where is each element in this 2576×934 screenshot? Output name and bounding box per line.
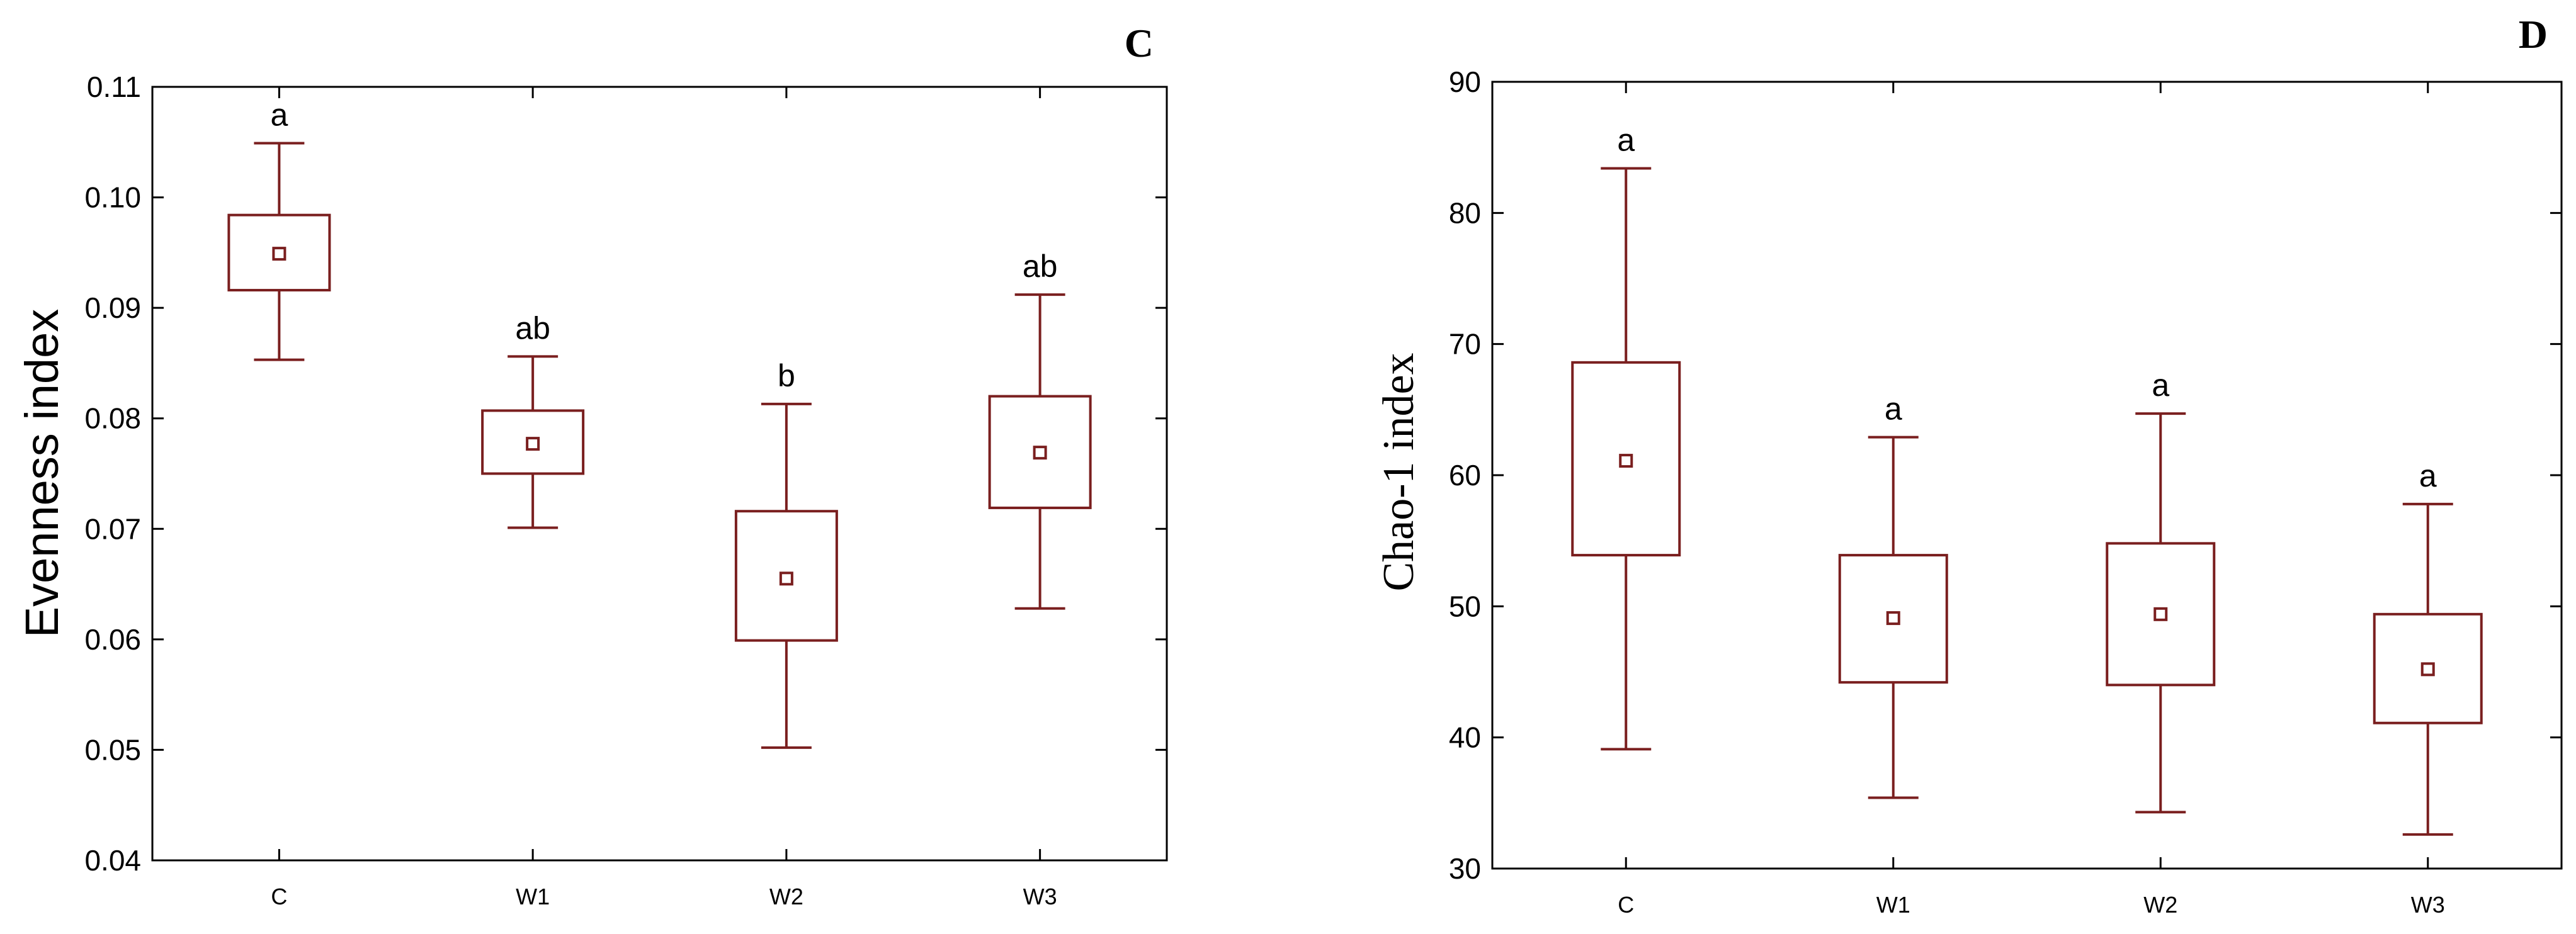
x-tick-label: W3	[2411, 892, 2445, 918]
y-tick-label: 60	[1449, 459, 1481, 492]
box-plot-W2: a	[2106, 368, 2216, 814]
box-body	[2373, 612, 2483, 724]
y-tick-label: 0.07	[84, 512, 141, 545]
midpoint-marker	[2420, 662, 2435, 677]
plot-area-frame	[1491, 81, 2563, 870]
box-body	[988, 395, 1092, 509]
chart-panel-c: 0.04 0.05 0.06 0.07 0.08 0.09 0.10 0.11 C W1 W2 W3 E…	[16, 21, 1168, 909]
box-plot-C: a	[227, 98, 331, 361]
midpoint-marker	[2153, 607, 2168, 621]
y-tick-label: 40	[1449, 721, 1481, 754]
midpoint-marker	[1033, 446, 1047, 460]
x-tick-label: W2	[769, 884, 803, 909]
x-tick-label: C	[271, 884, 287, 909]
box-plot-W1: ab	[481, 310, 585, 529]
chart-panel-d: 30 40 50 60 70 80 90 C W1 W2 W3 Chao-1 index Da a a a	[1375, 12, 2563, 918]
significance-letter: b	[778, 358, 795, 393]
significance-letter: a	[2152, 368, 2169, 403]
box-plot-W1: a	[1838, 391, 1948, 799]
y-tick-label: 80	[1449, 196, 1481, 229]
significance-letter: a	[1617, 123, 1635, 158]
box-body	[481, 409, 585, 475]
significance-letter: ab	[1023, 249, 1058, 284]
y-tick-label: 0.10	[84, 181, 141, 214]
x-tick-label: W1	[516, 884, 550, 909]
panel-letter: D	[2519, 12, 2548, 57]
significance-letter: a	[1885, 391, 1902, 427]
midpoint-marker	[1886, 611, 1900, 626]
box-body	[734, 510, 838, 642]
x-tick-label: C	[1618, 892, 1634, 918]
y-tick-label: 0.04	[84, 844, 141, 877]
x-tick-label: W3	[1023, 884, 1057, 909]
x-tick-label: W1	[1876, 892, 1910, 918]
y-tick-label: 30	[1449, 852, 1481, 885]
y-tick-label: 70	[1449, 328, 1481, 361]
y-axis-label: Evenness index	[16, 309, 68, 638]
box-plot-W3: ab	[988, 249, 1092, 610]
box-body	[227, 213, 331, 292]
midpoint-marker	[779, 571, 793, 586]
significance-letter: a	[270, 98, 288, 133]
midpoint-marker	[526, 437, 540, 451]
y-tick-label: 50	[1449, 590, 1481, 622]
significance-letter: ab	[515, 310, 550, 346]
y-tick-label: 0.09	[84, 291, 141, 324]
plot-area-frame	[151, 86, 1168, 862]
box-body	[1838, 554, 1948, 684]
midpoint-marker	[272, 247, 287, 261]
y-tick-label: 0.08	[84, 402, 141, 435]
box-body	[1571, 361, 1681, 557]
significance-letter: a	[2419, 458, 2437, 493]
box-body	[2106, 542, 2216, 687]
box-plot-C: a	[1571, 123, 1681, 751]
x-tick-label: W2	[2143, 892, 2177, 918]
y-tick-label: 0.06	[84, 623, 141, 656]
y-tick-label: 0.05	[84, 733, 141, 766]
panel-letter: C	[1125, 21, 1154, 65]
y-tick-label: 90	[1449, 65, 1481, 98]
box-plot-W3: a	[2373, 458, 2483, 836]
box-plot-W2: b	[734, 358, 838, 749]
y-axis-label: Chao-1 index	[1375, 352, 1423, 591]
midpoint-marker	[1619, 454, 1633, 468]
y-tick-label: 0.11	[87, 70, 141, 103]
